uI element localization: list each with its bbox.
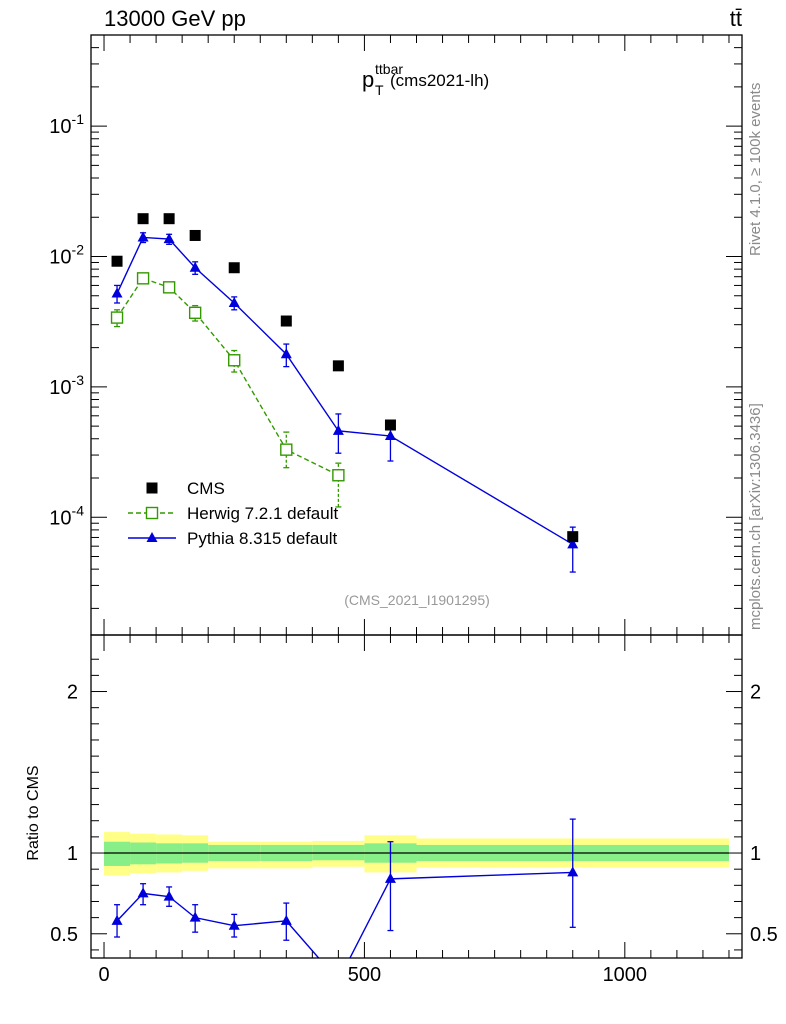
cms-data-point: [332, 360, 344, 372]
herwig-marker: [110, 311, 124, 324]
ratio-pythia-marker: [137, 887, 149, 898]
main-y-tick-label: 10-3: [49, 372, 84, 399]
ratio-pythia-marker: [228, 919, 240, 930]
cms-data-point: [189, 229, 201, 241]
legend-cms-marker: [146, 482, 158, 494]
analysis-watermark: (CMS_2021_I1901295): [344, 592, 490, 608]
main-y-tick-label: 10-1: [49, 111, 84, 138]
main-y-tick-label: 10-2: [49, 242, 84, 269]
pythia-marker: [137, 231, 149, 242]
ratio-y-tick-label-right: 2: [750, 682, 761, 704]
pythia-marker: [189, 261, 201, 272]
pythia-marker: [228, 296, 240, 307]
cms-data-point: [567, 531, 579, 543]
plot-title-sub: T: [375, 82, 384, 98]
rivet-version-label: Rivet 4.1.0, ≥ 100k events: [747, 82, 764, 256]
legend-cms-label: CMS: [187, 479, 225, 498]
legend-pythia-label: Pythia 8.315 default: [187, 529, 338, 548]
ratio-pythia-marker: [189, 911, 201, 922]
herwig-marker: [162, 281, 176, 294]
herwig-line: [116, 277, 339, 476]
herwig-marker: [332, 469, 345, 482]
ratio-pythia-marker: [333, 975, 344, 985]
plot-title-suffix: (cms2021-lh): [390, 71, 489, 90]
herwig-marker: [188, 306, 202, 320]
main-y-tick-exponent: -2: [72, 242, 85, 258]
pythia-marker: [567, 538, 579, 549]
legend-pythia-marker: [146, 532, 158, 542]
ratio-pythia-line: [116, 871, 573, 958]
ratio-y-tick-label-left: 2: [67, 682, 78, 704]
x-tick-label: 0: [98, 964, 109, 986]
ratio-y-tick-label-left: 0.5: [50, 924, 78, 946]
legend-herwig-marker: [145, 506, 159, 520]
pythia-marker: [111, 287, 123, 298]
ratio-y-tick-label-right: 1: [750, 843, 761, 865]
ratio-pythia-marker: [280, 914, 292, 925]
ratio-pythia-marker: [384, 872, 396, 883]
header-process: tt̄: [730, 6, 742, 31]
main-y-tick-exponent: -1: [72, 111, 85, 127]
ratio-y-axis-label: Ratio to CMS: [25, 765, 42, 860]
pythia-marker: [332, 424, 344, 435]
herwig-marker: [136, 272, 150, 285]
ratio-pythia-marker: [163, 890, 175, 901]
cms-data-point: [280, 315, 292, 327]
cms-data-point: [384, 419, 396, 431]
cms-data-point: [228, 262, 240, 274]
plot-title-sup: ttbar: [375, 61, 403, 77]
mcplots-url-label: mcplots.cern.ch [arXiv:1306.3436]: [747, 403, 764, 630]
ratio-y-tick-label-left: 1: [67, 843, 78, 865]
cms-data-point: [137, 213, 149, 225]
legend-herwig-label: Herwig 7.2.1 default: [187, 504, 338, 523]
ratio-y-tick-label-right: 0.5: [750, 924, 778, 946]
header-energy: 13000 GeV pp: [104, 6, 246, 31]
cms-data-point: [163, 213, 175, 225]
main-y-tick-exponent: -4: [72, 502, 85, 518]
ratio-pythia-marker: [111, 914, 123, 925]
pythia-marker: [280, 348, 292, 359]
cms-data-point: [111, 255, 123, 267]
herwig-marker: [228, 354, 241, 367]
ratio-series-group: [111, 818, 579, 985]
x-tick-label: 1000: [603, 964, 648, 986]
ratio-pythia-marker: [567, 866, 579, 877]
x-tick-label: 500: [348, 964, 381, 986]
plot-title-main: p: [362, 67, 374, 92]
pythia-marker: [163, 233, 175, 244]
herwig-marker: [280, 443, 293, 456]
pythia-marker: [384, 430, 396, 441]
main-y-tick-exponent: -3: [72, 372, 85, 388]
ratio-inner-band: [104, 841, 131, 866]
ratio-panel-frame: [90, 634, 743, 959]
main-y-tick-label: 10-4: [49, 502, 84, 529]
pythia-line: [116, 236, 574, 545]
